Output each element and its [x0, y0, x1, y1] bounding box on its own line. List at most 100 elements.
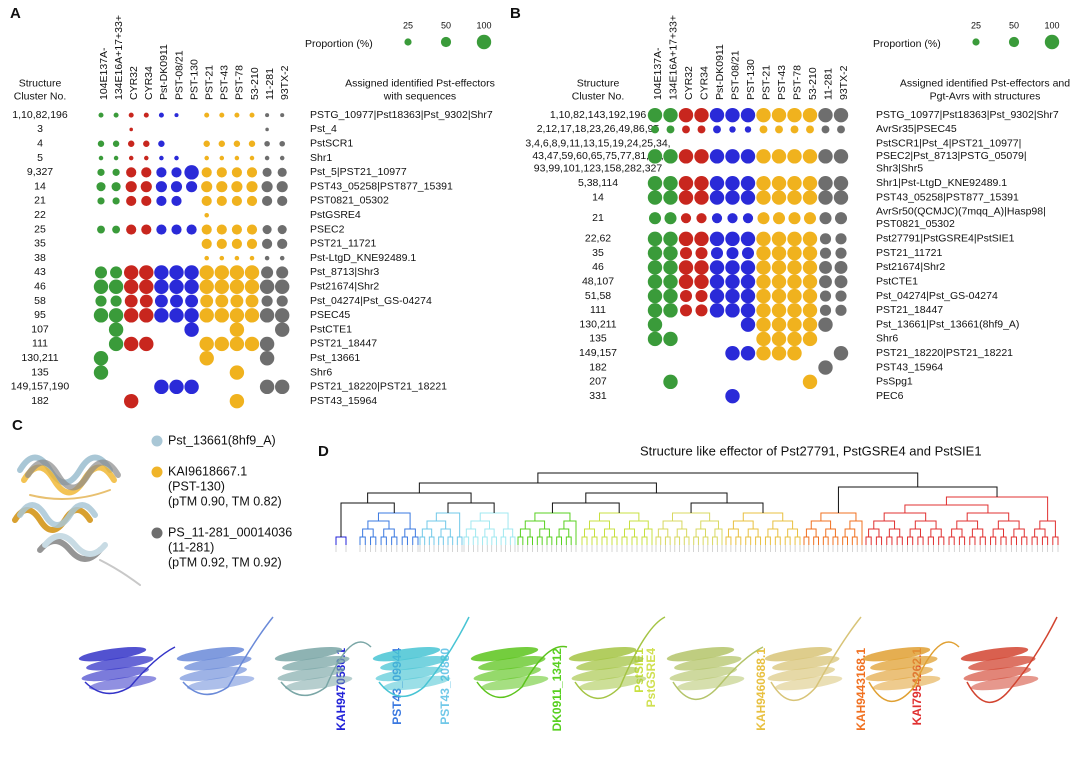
protein-helix	[568, 646, 637, 662]
cluster-no: 35	[34, 238, 46, 250]
proportion-dot	[680, 213, 692, 224]
proportion-dot	[663, 303, 678, 318]
tree-branch	[412, 536, 419, 545]
proportion-dot	[230, 294, 244, 308]
proportion-dot	[818, 360, 833, 375]
tree-branch	[997, 520, 1020, 529]
tree-branch	[367, 492, 472, 503]
tree-branch	[419, 536, 426, 545]
tree-branch	[979, 536, 986, 545]
proportion-dot	[740, 317, 756, 332]
tree-branch	[693, 536, 699, 545]
proportion-dot	[216, 224, 227, 235]
cluster-no: 3,4,6,8,9,11,13,15,19,24,25,34,	[525, 138, 670, 150]
proportion-dot	[694, 176, 709, 191]
protein-helix	[470, 646, 539, 662]
proportion-dot	[262, 238, 273, 249]
proportion-dot	[229, 265, 245, 280]
proportion-dot	[647, 331, 663, 347]
cluster-no: 58	[34, 295, 46, 307]
tree-branch	[418, 482, 657, 493]
effector-name: PsSpg1	[876, 376, 913, 388]
proportion-dot	[124, 265, 139, 280]
effector-name: PST21_11721	[310, 238, 377, 250]
proportion-dot	[694, 274, 709, 289]
cluster-no: 182	[31, 395, 49, 407]
legend-dot	[1008, 36, 1020, 48]
protein-helix	[676, 675, 745, 691]
column-header: PST-130	[745, 59, 757, 100]
proportion-dot	[694, 149, 709, 164]
protein-helix	[88, 675, 157, 691]
cluster-no: 21	[34, 195, 46, 207]
tree-branch	[966, 512, 1010, 521]
proportion-dot	[787, 317, 802, 332]
tree-branch	[745, 536, 752, 545]
proportion-dot	[277, 167, 287, 177]
proportion-dot	[709, 107, 725, 123]
tree-branch	[904, 504, 989, 513]
proportion-dot	[663, 176, 678, 191]
proportion-dot	[679, 290, 693, 303]
proportion-dot	[694, 190, 709, 205]
column-header: CYR34	[698, 66, 710, 100]
proportion-dot	[756, 107, 771, 123]
tree-branch	[500, 536, 507, 545]
protein-loop	[280, 641, 372, 696]
tree-branch	[927, 536, 934, 545]
tree-branch	[865, 536, 872, 545]
tree-branch	[335, 536, 347, 545]
protein-helix	[179, 666, 247, 682]
proportion-dot	[244, 308, 260, 323]
effector-name: Pst21674|Shr2	[876, 261, 945, 273]
panel-title: Structure like effector of Pst27791, Pst…	[640, 443, 982, 458]
tree-branch	[930, 528, 942, 537]
proportion-dot	[709, 190, 725, 205]
tree-branch	[810, 520, 832, 529]
proportion-dot	[790, 125, 799, 134]
tree-branch	[380, 536, 387, 545]
protein-helix	[78, 646, 147, 662]
protein-helix	[86, 656, 154, 671]
proportion-dot	[261, 266, 274, 279]
tree-branch	[1031, 536, 1038, 545]
proportion-dot	[204, 112, 210, 118]
proportion-dot	[98, 112, 104, 118]
protein-helix	[862, 646, 931, 662]
proportion-dot	[678, 231, 694, 247]
panel-label: C	[12, 417, 23, 434]
proportion-dot	[740, 231, 756, 247]
proportion-dot	[740, 288, 756, 304]
proportion-dot	[802, 331, 818, 347]
effector-name: PST43_05258|PST877_15391	[876, 191, 1019, 203]
tree-branch	[519, 528, 531, 537]
proportion-dot	[277, 195, 288, 207]
effector-name: PST21_18447	[876, 304, 943, 316]
tree-branch	[1000, 536, 1007, 545]
proportion-dot	[725, 274, 740, 289]
tree-branch	[896, 536, 903, 545]
proportion-dot	[663, 288, 678, 304]
tree-branch	[585, 492, 728, 503]
legend-text: (PST-130)	[168, 479, 225, 493]
proportion-dot	[663, 231, 678, 247]
effector-name: Pst_13661|Pst_13661(8hf9_A)	[876, 318, 1019, 330]
proportion-dot	[96, 182, 106, 192]
proportion-dot	[171, 195, 182, 207]
tree-branch	[672, 512, 711, 521]
proportion-dot	[97, 168, 105, 176]
proportion-dot	[108, 322, 124, 337]
column-header: PST-08/21	[729, 50, 741, 100]
legend-swatch	[151, 466, 163, 478]
proportion-dot	[262, 224, 272, 235]
cluster-no: 5,38,114	[578, 177, 618, 189]
tree-branch	[456, 536, 463, 545]
tree-branch	[702, 536, 709, 545]
proportion-dot	[184, 265, 199, 280]
proportion-dot	[802, 303, 818, 318]
proportion-dot	[725, 149, 740, 164]
tree-branch	[883, 512, 927, 521]
proportion-dot	[787, 288, 802, 304]
tree-branch	[1052, 536, 1059, 545]
proportion-dot	[277, 238, 288, 249]
